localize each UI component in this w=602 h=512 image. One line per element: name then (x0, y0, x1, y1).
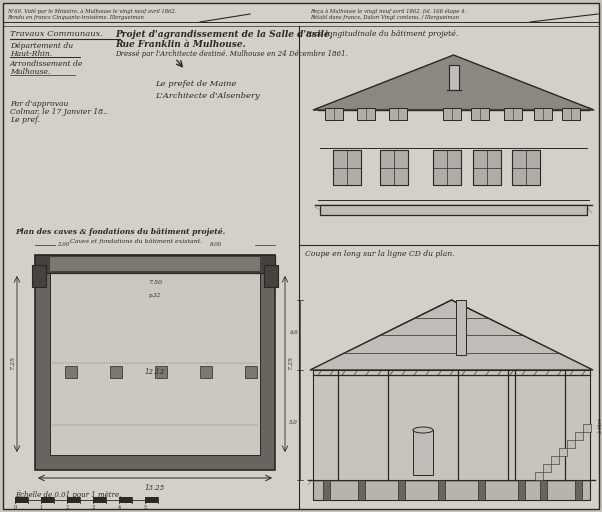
Bar (325, 108, 343, 120)
Bar (559, 448, 567, 456)
Bar (413, 430, 433, 475)
Text: 8.00: 8.00 (210, 243, 222, 247)
Polygon shape (310, 300, 593, 370)
Text: Dressé par l'Architecte destiné. Mulhouse en 24 Décembre 1861.: Dressé par l'Architecte destiné. Mulhous… (115, 50, 348, 58)
Bar (443, 108, 461, 120)
Text: Arrondissement de: Arrondissement de (10, 60, 83, 68)
Polygon shape (313, 55, 594, 110)
Bar (320, 205, 587, 211)
Text: 4: 4 (117, 505, 120, 510)
Text: 7.25: 7.25 (288, 356, 293, 370)
Text: 0: 0 (13, 505, 17, 510)
Bar (535, 472, 543, 480)
Bar (313, 480, 590, 500)
Bar (155, 366, 167, 378)
Bar (323, 480, 330, 500)
Text: 2.00: 2.00 (57, 243, 69, 247)
Text: Rue Franklin à Mulhouse.: Rue Franklin à Mulhouse. (115, 40, 246, 49)
Bar (357, 108, 375, 120)
Text: Rendu en francs Cinquante-troisième. Illergueiman: Rendu en francs Cinquante-troisième. Ill… (7, 15, 144, 20)
Text: Département du: Département du (10, 42, 73, 50)
Bar (313, 370, 590, 480)
Bar (65, 366, 77, 378)
Bar (35, 255, 275, 470)
Bar (575, 432, 583, 440)
Text: N°60. Vidé par le Ministre, à Mulhouse le vingt neuf avril 1862.: N°60. Vidé par le Ministre, à Mulhouse l… (7, 8, 176, 13)
Bar (534, 108, 552, 120)
Text: 4,6: 4,6 (289, 330, 298, 340)
Bar (50, 270, 260, 455)
Bar (320, 205, 587, 215)
Bar (551, 456, 559, 464)
Bar (119, 497, 132, 503)
Text: Rétabl dans francs, Dalori Vingt contenu. / Illergueiman: Rétabl dans francs, Dalori Vingt contenu… (310, 15, 459, 20)
Bar (110, 366, 122, 378)
Text: 7.50: 7.50 (148, 280, 162, 285)
Bar (562, 108, 580, 120)
Bar (264, 265, 278, 287)
Text: à titre: à titre (598, 417, 602, 433)
Text: Le pref.: Le pref. (10, 116, 40, 124)
Text: Échelle de 0.01 pour 1 mètre.: Échelle de 0.01 pour 1 mètre. (15, 490, 122, 499)
Text: Mulhouse.: Mulhouse. (10, 68, 50, 76)
Text: Projet d'agrandissement de la Salle d'asile,: Projet d'agrandissement de la Salle d'as… (115, 30, 333, 39)
Bar (35, 255, 275, 273)
Bar (504, 108, 522, 120)
Bar (478, 480, 485, 500)
Text: Le prefet de Maine: Le prefet de Maine (155, 80, 237, 88)
Bar (471, 108, 489, 120)
Bar (567, 440, 575, 448)
Text: 7.25: 7.25 (10, 356, 15, 370)
Text: 3: 3 (92, 505, 95, 510)
Text: Face longitudinale du bâtiment projeté.: Face longitudinale du bâtiment projeté. (305, 30, 458, 38)
Text: Coupe en long sur la ligne CD du plan.: Coupe en long sur la ligne CD du plan. (305, 250, 455, 258)
Text: 5: 5 (143, 505, 146, 510)
Bar (200, 366, 212, 378)
Bar (456, 300, 466, 355)
Bar (543, 464, 551, 472)
Bar (512, 150, 540, 185)
Bar (245, 366, 257, 378)
Text: 13.25: 13.25 (145, 484, 165, 492)
Bar (473, 150, 501, 185)
Text: 2: 2 (66, 505, 69, 510)
Text: Haut-Rhin.: Haut-Rhin. (10, 50, 52, 58)
Bar (575, 480, 582, 500)
Bar (358, 480, 365, 500)
Bar (518, 480, 525, 500)
Text: 12.12: 12.12 (145, 368, 165, 376)
Text: Caves et fondations du bâtiment existant.: Caves et fondations du bâtiment existant… (70, 238, 202, 244)
Bar (433, 150, 461, 185)
Bar (389, 108, 407, 120)
Text: Reçu à Mulhouse le vingt neuf avril 1862. fol. 166 étape 4.: Reçu à Mulhouse le vingt neuf avril 1862… (310, 8, 466, 13)
Bar (540, 480, 547, 500)
Bar (583, 424, 591, 432)
Text: L'Architecte d'Alsenbery: L'Architecte d'Alsenbery (155, 92, 259, 100)
Text: 5,0: 5,0 (289, 420, 298, 431)
Bar (449, 65, 459, 90)
Bar (145, 497, 158, 503)
Bar (93, 497, 106, 503)
Ellipse shape (413, 427, 433, 433)
Bar (15, 497, 28, 503)
Text: Colmar, le 17 Janvier 18..: Colmar, le 17 Janvier 18.. (10, 108, 108, 116)
Bar (41, 497, 54, 503)
Bar (438, 480, 445, 500)
Bar (32, 265, 46, 287)
Bar (398, 480, 405, 500)
Bar (333, 150, 361, 185)
Bar (67, 497, 80, 503)
Bar (380, 150, 408, 185)
Text: Travaux Communaux.: Travaux Communaux. (10, 30, 103, 38)
Text: Par d'approvau: Par d'approvau (10, 100, 69, 108)
Text: p.32: p.32 (149, 293, 161, 298)
Text: Plan des caves & fondations du bâtiment projeté.: Plan des caves & fondations du bâtiment … (15, 228, 225, 236)
Bar (50, 257, 260, 271)
Text: 1: 1 (40, 505, 43, 510)
